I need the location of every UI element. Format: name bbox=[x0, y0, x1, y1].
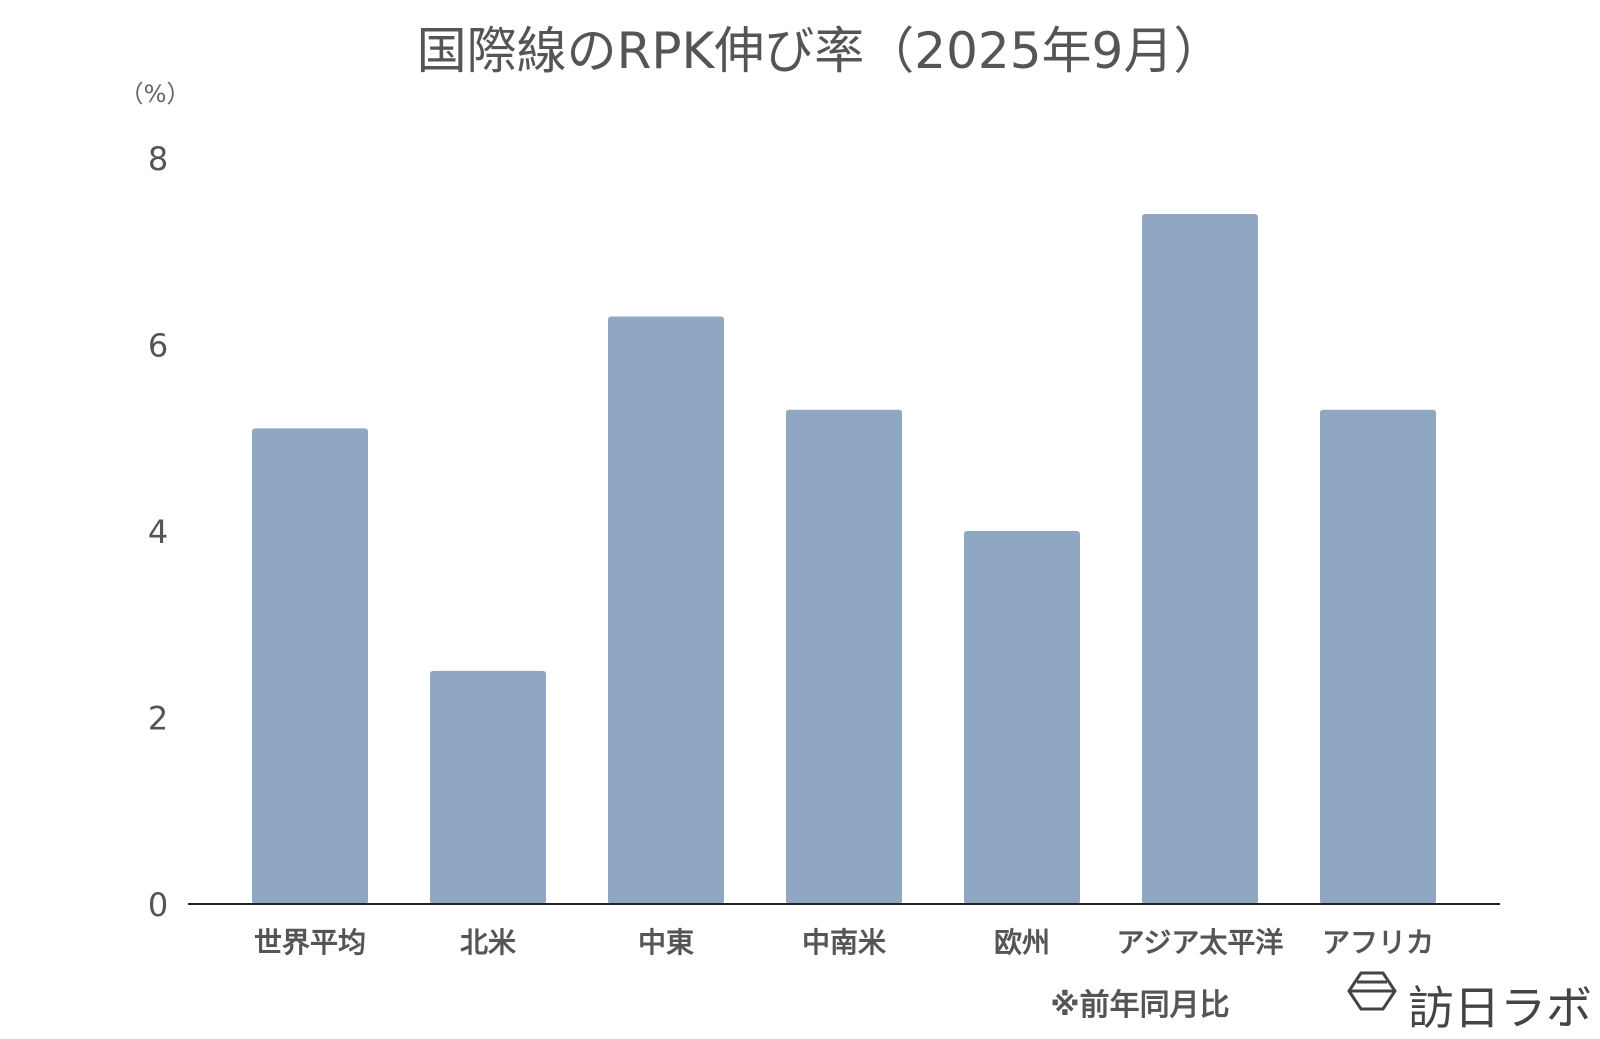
x-axis-ticks: 世界平均 北米 中東 中南米 欧州 アジア太平洋 アフリカ bbox=[254, 926, 1434, 959]
x-tick-label: アジア太平洋 bbox=[1117, 926, 1284, 959]
logo: 訪日ラボ bbox=[1347, 971, 1592, 1035]
bar bbox=[608, 316, 724, 904]
bar bbox=[1142, 213, 1258, 904]
y-tick-label: 0 bbox=[148, 886, 168, 924]
x-tick-label: 世界平均 bbox=[254, 926, 366, 959]
bar bbox=[964, 531, 1080, 904]
x-tick-label: 北米 bbox=[460, 926, 516, 959]
y-tick-label: 8 bbox=[148, 140, 168, 178]
x-tick-label: 中南米 bbox=[802, 926, 886, 959]
x-tick-label: アフリカ bbox=[1322, 926, 1434, 959]
x-tick-label: 中東 bbox=[638, 926, 694, 959]
bar bbox=[430, 670, 546, 904]
bar bbox=[786, 409, 902, 904]
logo-text: 訪日ラボ bbox=[1408, 981, 1592, 1035]
y-tick-label: 6 bbox=[148, 327, 168, 365]
x-tick-label: 欧州 bbox=[994, 926, 1050, 959]
y-tick-label: 4 bbox=[148, 513, 168, 551]
y-axis-unit: （%） bbox=[120, 80, 191, 108]
chart-title: 国際線のRPK伸び率（2025年9月） bbox=[417, 22, 1224, 80]
y-tick-label: 2 bbox=[148, 700, 168, 738]
footnote: ※前年同月比 bbox=[1050, 988, 1229, 1023]
bars bbox=[252, 213, 1436, 904]
bar bbox=[1320, 409, 1436, 904]
y-axis-ticks: 0 2 4 6 8 bbox=[148, 140, 168, 924]
bar bbox=[252, 428, 368, 904]
